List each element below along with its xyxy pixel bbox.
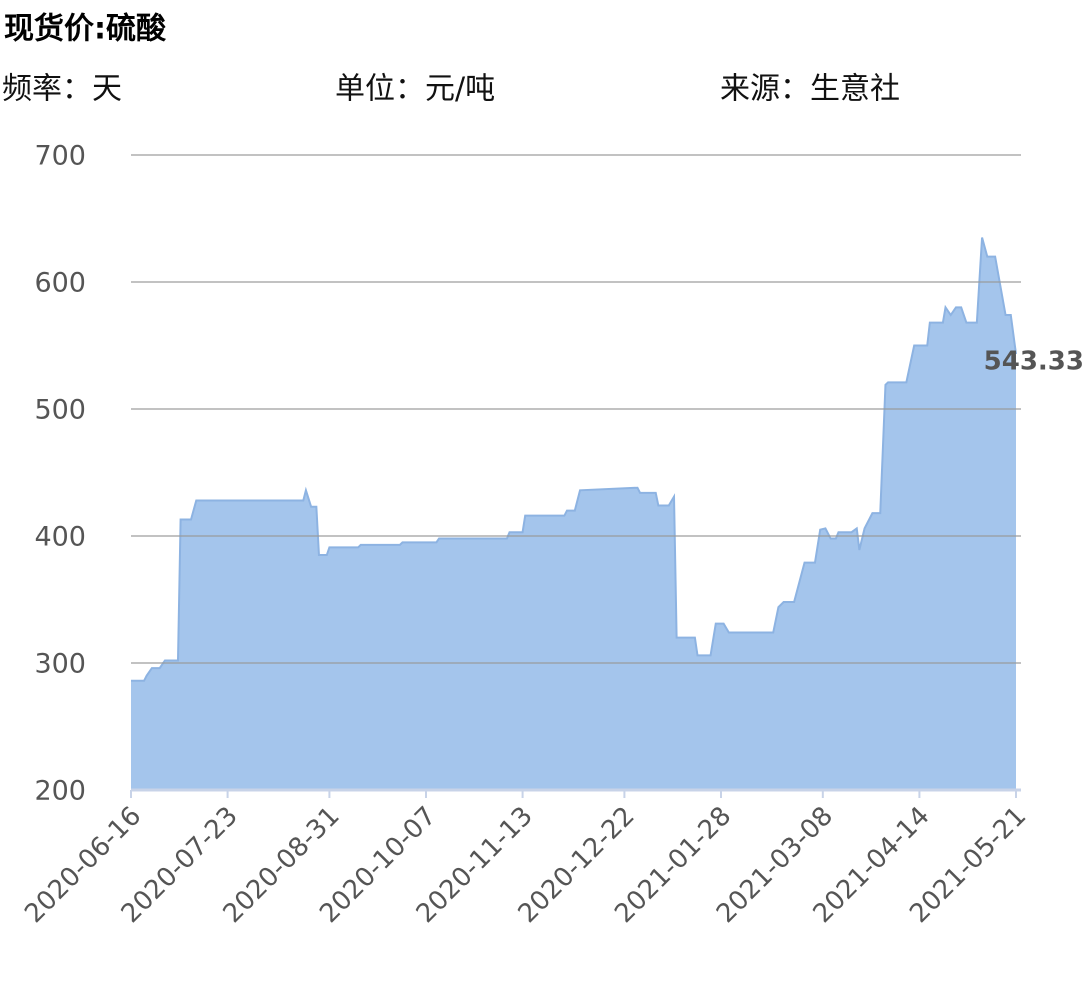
source: 来源：生意社 <box>720 72 900 107</box>
chart-title: 现货价:硫酸 <box>4 12 167 47</box>
y-tick-label: 700 <box>34 141 86 172</box>
y-tick-label: 600 <box>34 268 86 299</box>
data-label: 543.33 <box>984 346 1084 376</box>
y-tick-label: 500 <box>34 395 86 426</box>
y-tick-label: 400 <box>34 522 86 553</box>
area-line <box>131 237 1017 682</box>
area <box>131 237 1016 791</box>
frequency: 频率：天 <box>2 72 122 107</box>
y-tick-label: 300 <box>34 649 86 680</box>
unit: 单位：元/吨 <box>335 72 495 107</box>
y-tick-label: 200 <box>34 776 86 807</box>
